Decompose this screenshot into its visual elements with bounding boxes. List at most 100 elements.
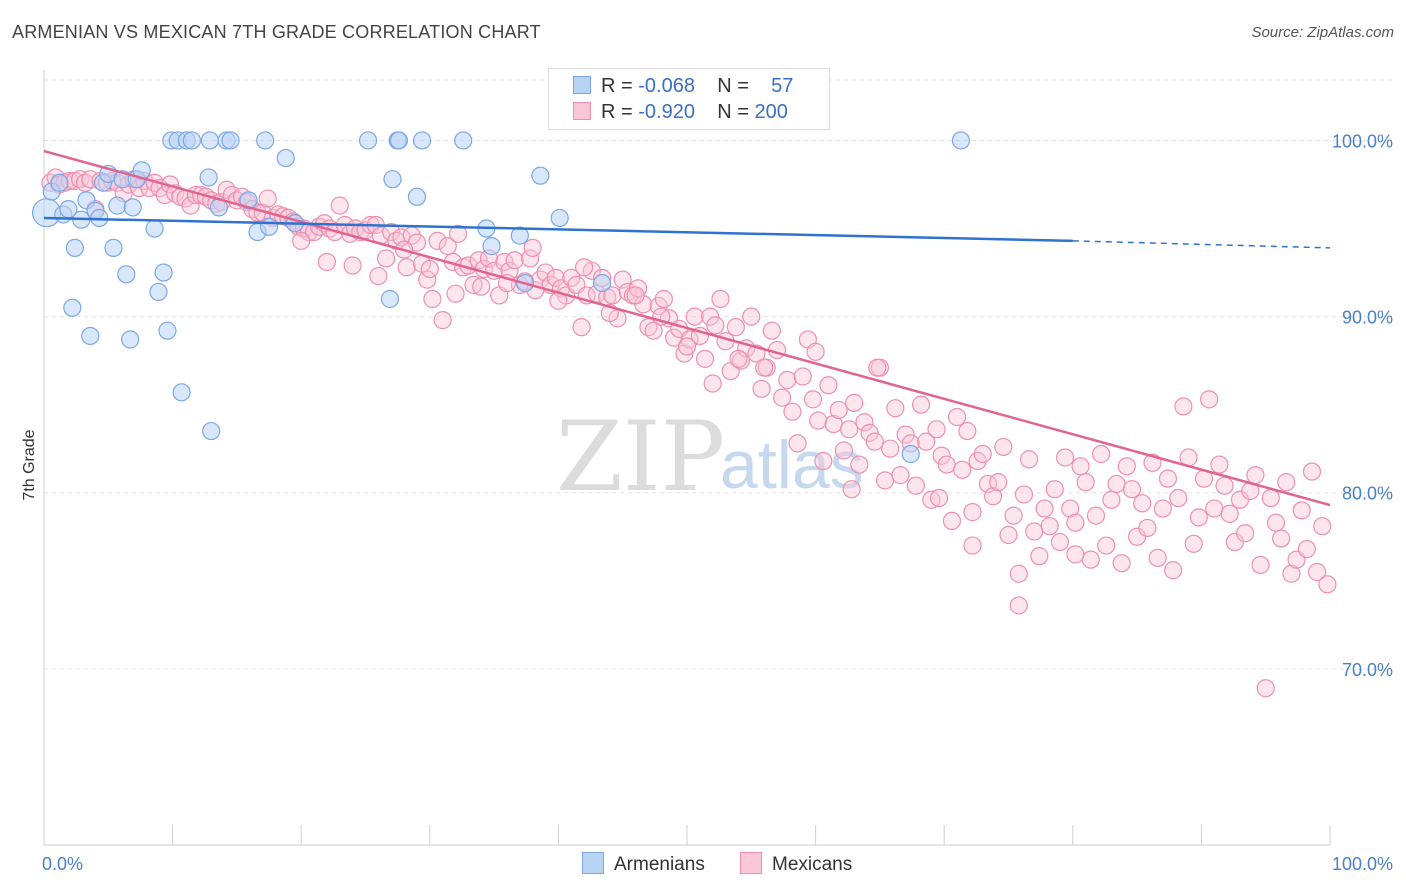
armenian-point	[550, 208, 569, 228]
mexican-point	[1086, 506, 1106, 525]
mexican-point	[755, 358, 774, 377]
mexican-point	[1045, 480, 1064, 499]
mexican-point	[927, 420, 946, 439]
mexican-point	[1282, 564, 1301, 583]
mexican-point	[1313, 517, 1332, 536]
mexican-point	[433, 311, 452, 330]
armenian-point	[256, 131, 275, 150]
armenian-point	[510, 226, 529, 245]
mexican-point	[1035, 499, 1054, 518]
legend-n-label: N =	[717, 101, 755, 123]
mexican-point	[1122, 480, 1142, 499]
armenian-point	[154, 263, 173, 282]
mexican-point	[397, 258, 416, 277]
armenian-point	[50, 173, 69, 192]
mexican-point	[868, 358, 887, 377]
mexican-point	[1014, 485, 1034, 504]
armenian-point	[482, 237, 501, 256]
legend-n-label: N =	[717, 75, 755, 97]
mexican-point	[1019, 450, 1039, 469]
mexican-point	[654, 289, 673, 309]
mexicans-legend-swatch	[740, 852, 762, 874]
armenian-point	[951, 131, 971, 150]
mexican-point	[76, 173, 95, 192]
mexican-point	[937, 455, 956, 474]
correlation-legend: R = -0.068 N = 57 R = -0.920 N = 200	[548, 68, 830, 130]
mexican-point	[1302, 462, 1322, 481]
mexican-point	[860, 423, 879, 442]
legend-row-armenians: R = -0.068 N = 57	[573, 75, 793, 101]
mexican-point	[983, 487, 1003, 506]
mexican-point	[382, 222, 401, 242]
mexican-point	[999, 525, 1018, 545]
mexican-point	[1066, 513, 1085, 532]
armenian-point	[901, 444, 920, 464]
mexican-point	[1220, 504, 1239, 523]
mexican-point	[1174, 397, 1193, 416]
mexican-point	[806, 342, 825, 361]
mexican-point	[829, 400, 848, 420]
mexican-point	[665, 328, 684, 347]
mexican-point	[1153, 499, 1172, 518]
mexican-point	[1297, 539, 1316, 559]
mexican-point	[1308, 562, 1327, 582]
mexican-point	[706, 316, 725, 335]
mexican-point	[842, 480, 861, 499]
mexican-point	[1133, 494, 1152, 513]
armenian-point	[117, 265, 136, 284]
mexican-point	[729, 349, 748, 368]
mexican-point	[947, 407, 967, 427]
mexican-point	[1272, 529, 1291, 548]
mexican-trend-line	[43, 149, 1331, 507]
mexican-point	[783, 402, 802, 421]
mexican-point	[1030, 547, 1049, 566]
legend-r-label: R =	[601, 75, 639, 97]
mexican-point	[1076, 473, 1095, 492]
gridlines	[44, 79, 1392, 670]
mexican-point	[626, 286, 645, 305]
mexican-point	[70, 170, 90, 189]
mexican-point	[891, 466, 910, 485]
mexican-point	[423, 289, 442, 309]
mexican-point	[1200, 390, 1219, 409]
mexican-point	[809, 411, 828, 430]
mexican-point	[1256, 679, 1275, 698]
mexican-point	[834, 441, 853, 460]
mexican-point	[1107, 474, 1126, 494]
mexican-point	[819, 376, 838, 395]
mexican-point	[1210, 455, 1229, 474]
armenian-point	[358, 131, 378, 150]
armenian-point	[380, 289, 400, 309]
armenian-point	[407, 187, 427, 206]
mexican-point	[575, 258, 594, 277]
mexican-point	[963, 536, 982, 555]
mexican-point	[911, 395, 931, 414]
mexican-point	[906, 476, 926, 495]
mexican-point	[677, 337, 697, 356]
legend-row-mexicans: R = -0.920 N = 200	[573, 101, 788, 127]
mexican-point	[428, 231, 447, 250]
mexican-point	[369, 266, 388, 286]
mexican-point	[1236, 524, 1255, 543]
mexican-point	[446, 284, 465, 303]
legend-r-value: -0.068	[638, 75, 695, 97]
legend-n-value: 57	[771, 75, 794, 97]
armenian-point	[531, 166, 550, 185]
armenian-point	[172, 383, 191, 402]
mexican-point	[845, 393, 864, 412]
mexican-point	[711, 289, 730, 309]
mexican-point	[1081, 550, 1100, 569]
mexican-point	[1251, 555, 1270, 575]
armenian-point	[202, 421, 221, 441]
mexican-point	[680, 330, 699, 349]
mexican-point	[752, 379, 771, 398]
mexicans-swatch	[573, 102, 591, 120]
mexican-point	[1215, 476, 1234, 495]
mexican-point	[292, 231, 311, 250]
mexican-point	[855, 413, 874, 432]
mexican-point	[1050, 532, 1070, 552]
y-tick-label: 100.0%	[1332, 131, 1393, 151]
mexican-point	[1158, 469, 1178, 488]
mexican-point	[1138, 518, 1157, 538]
